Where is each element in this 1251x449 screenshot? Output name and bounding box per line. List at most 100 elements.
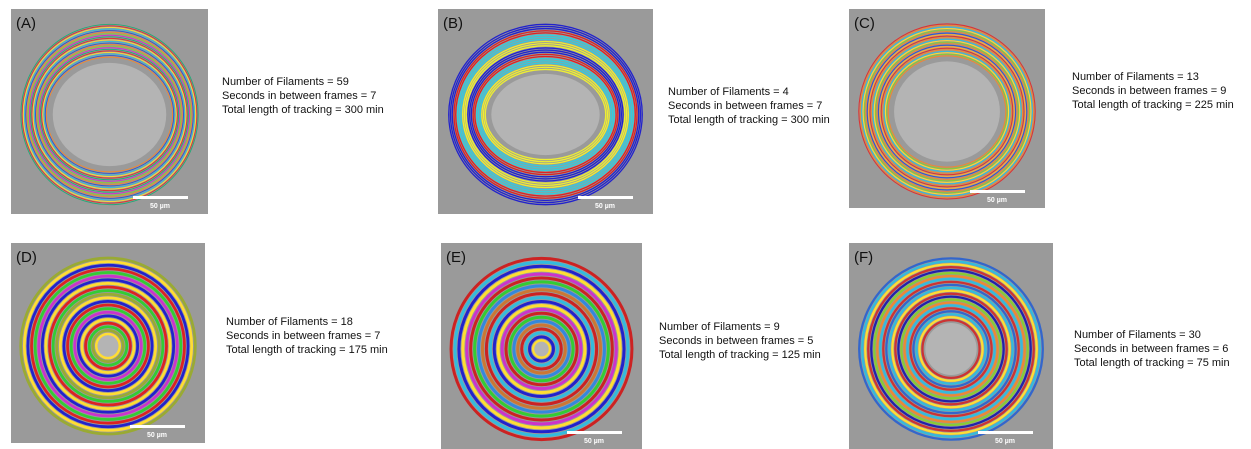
filament-ring	[870, 37, 1024, 186]
filament-ring	[35, 42, 184, 187]
filament-ring	[465, 272, 618, 426]
info-line: Number of Filaments = 59	[222, 76, 349, 88]
filament-ring	[862, 27, 1032, 196]
filament-ring	[467, 47, 624, 182]
info-line: Seconds in between frames = 7	[226, 330, 380, 342]
filament-ring	[453, 30, 638, 199]
filament-ring	[32, 39, 187, 190]
filament-ring	[894, 292, 1008, 406]
panel-label: (F)	[854, 249, 873, 266]
filament-ring	[479, 62, 612, 167]
filament-ring	[457, 264, 626, 434]
filament-ring	[33, 41, 186, 188]
filament-ring	[458, 36, 633, 193]
scale-bar-label: 50 µm	[987, 197, 1007, 204]
scale-bar-label: 50 µm	[595, 203, 615, 210]
filament-ring	[460, 38, 631, 191]
filament-ring	[43, 53, 176, 176]
filament-ring	[867, 266, 1035, 432]
filament-ring	[76, 314, 140, 378]
filament-ring	[882, 49, 1012, 174]
filament-ring	[884, 52, 1010, 171]
scale-bar-label: 50 µm	[150, 203, 170, 210]
filament-ring	[880, 47, 1014, 176]
filament-ring	[37, 274, 179, 418]
info-line: Total length of tracking = 75 min	[1074, 357, 1230, 369]
filament-ring	[26, 263, 190, 429]
filament-ring	[20, 23, 199, 206]
filament-ring	[516, 323, 567, 375]
info-line: Number of Filaments = 30	[1074, 329, 1201, 341]
scale-bar-label: 50 µm	[584, 438, 604, 445]
filament-ring	[891, 289, 1011, 409]
filament-ring	[55, 292, 161, 400]
filament-ring	[80, 318, 136, 374]
scale-bar	[978, 431, 1033, 434]
filament-ring	[912, 310, 990, 388]
info-line: Total length of tracking = 125 min	[659, 349, 821, 361]
filament-ring	[461, 268, 622, 430]
filament-ring	[73, 310, 143, 382]
filament-ring	[40, 278, 176, 414]
filament-ring	[868, 34, 1026, 189]
filament-ring	[44, 55, 175, 174]
filament-ring	[33, 271, 183, 421]
filament-ring	[500, 307, 583, 391]
filament-ring	[84, 321, 132, 371]
panel-label: (B)	[443, 15, 463, 32]
filament-ring	[882, 280, 1020, 418]
filament-ring	[873, 40, 1021, 183]
filament-ring	[26, 31, 193, 198]
filament-ring	[909, 307, 993, 391]
filament-ring	[58, 296, 158, 396]
panel: (C) 50 µm Number of Filaments = 13 Seconds …	[849, 9, 1234, 208]
panel: (F) 50 µm Number of Filaments = 30 Seconds …	[849, 243, 1230, 449]
filament-ring	[869, 35, 1025, 188]
filament-ring	[864, 263, 1038, 435]
filament-ring	[31, 37, 188, 192]
filament-ring	[900, 298, 1002, 400]
filament-ring	[69, 307, 147, 385]
filament-ring	[508, 315, 575, 383]
filament-ring	[27, 33, 192, 196]
filament-ring	[30, 36, 189, 193]
scale-bar	[578, 196, 633, 199]
filament-ring	[921, 319, 981, 379]
filament-ring	[66, 303, 150, 389]
filament-ring	[915, 313, 987, 385]
scale-bar	[130, 425, 185, 428]
filament-ring	[38, 47, 181, 182]
filament-ring	[24, 28, 195, 201]
filament-ring	[877, 44, 1017, 179]
filament-ring	[482, 66, 609, 163]
panel-label: (E)	[446, 249, 466, 266]
filament-ring	[883, 50, 1011, 173]
filament-ring	[36, 44, 183, 185]
filament-ring	[451, 27, 640, 202]
scale-bar	[970, 190, 1025, 193]
filament-ring	[520, 327, 563, 371]
filament-ring	[473, 280, 610, 418]
filament-ring	[863, 29, 1031, 194]
filament-ring	[481, 64, 610, 165]
filament-ring	[94, 332, 122, 360]
filament-ring	[30, 267, 186, 425]
filament-ring	[859, 24, 1035, 199]
filament-ring	[918, 316, 984, 382]
filament-ring	[469, 276, 614, 422]
filament-ring	[463, 42, 628, 187]
filament-ring	[879, 277, 1023, 421]
info-line: Total length of tracking = 300 min	[222, 104, 384, 116]
info-line: Number of Filaments = 9	[659, 321, 780, 333]
filament-ring	[42, 51, 177, 178]
filament-ring	[903, 301, 999, 397]
filament-ring	[876, 43, 1018, 180]
info-line: Seconds in between frames = 7	[222, 90, 376, 102]
filament-ring	[91, 329, 125, 363]
panel: (B) 50 µm Number of Filaments = 4 Seconds i…	[438, 9, 830, 214]
scale-bar	[133, 196, 188, 199]
panel-label: (D)	[16, 249, 37, 266]
filament-ring	[41, 50, 178, 179]
filament-ring	[887, 55, 1007, 168]
filament-ring	[858, 23, 1036, 200]
